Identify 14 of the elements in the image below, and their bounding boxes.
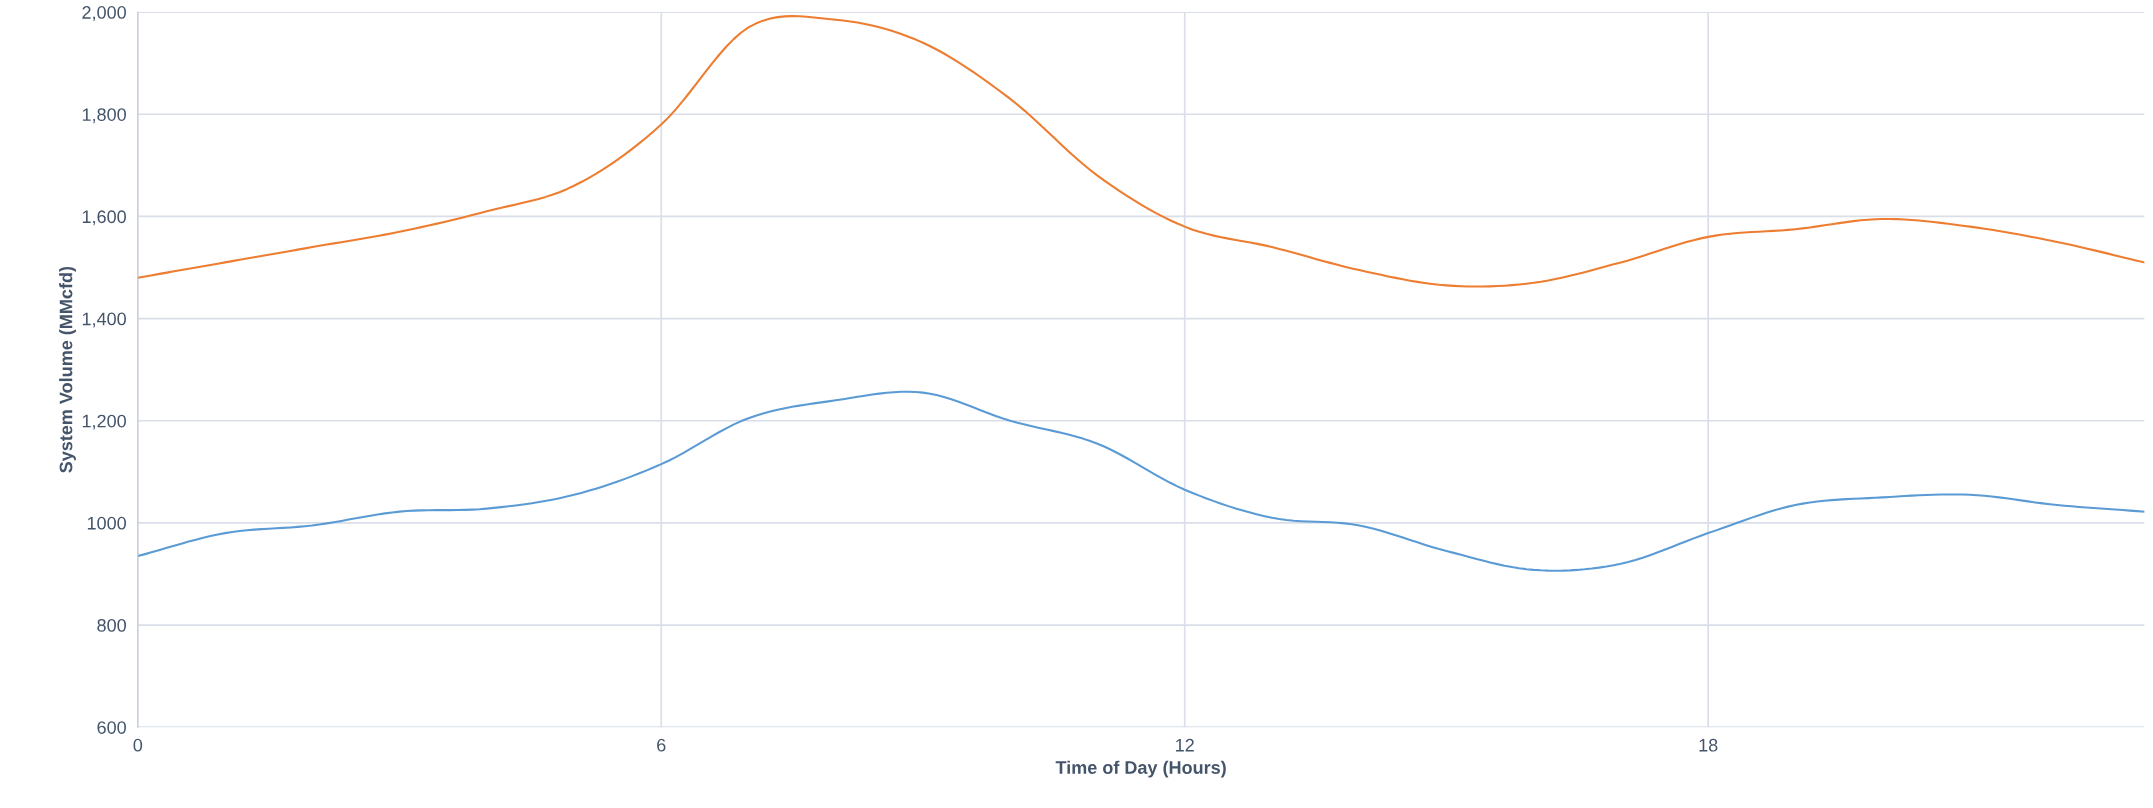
- y-tick-label: 800: [97, 618, 126, 632]
- y-tick-label: 1,800: [82, 108, 126, 124]
- x-tick-label: 12: [1176, 738, 1194, 752]
- y-tick-label: 1,200: [82, 414, 126, 430]
- y-tick-label: 1,600: [82, 210, 126, 226]
- y-axis-title: System Volume (MMcfd): [59, 266, 76, 473]
- y-tick-label: 1,400: [82, 312, 126, 328]
- x-tick-label: 6: [657, 738, 666, 752]
- y-tick-label: 1000: [87, 516, 126, 530]
- y-tick-label: 2,000: [82, 6, 126, 21]
- x-tick-label: 18: [1699, 738, 1718, 752]
- x-axis-title: Time of Day (Hours): [1055, 760, 1226, 778]
- x-tick-label: 0: [133, 738, 143, 752]
- y-tick-label: 600: [97, 721, 126, 734]
